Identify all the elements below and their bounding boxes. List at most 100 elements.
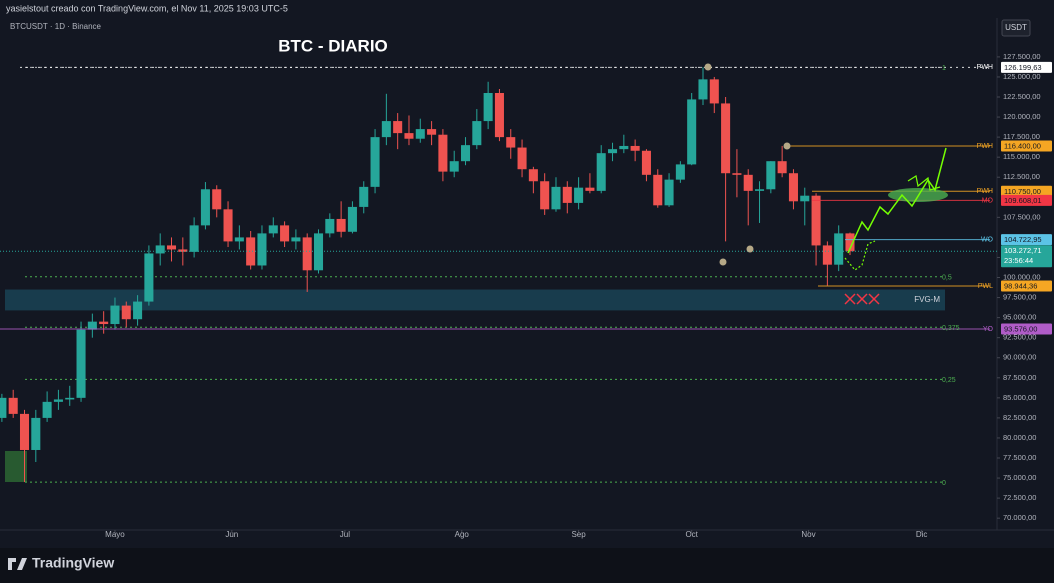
candle-body xyxy=(653,174,663,206)
invalid-mark xyxy=(868,293,880,305)
candle-body xyxy=(664,179,674,206)
y-tick-label: 95.000,00 xyxy=(1003,313,1036,322)
candle-body xyxy=(788,173,798,202)
candle-body xyxy=(472,121,482,146)
candle-body xyxy=(347,206,357,232)
y-tick-label: 117.500,00 xyxy=(1003,132,1040,141)
y-tick-label: 90.000,00 xyxy=(1003,353,1036,362)
candle-body xyxy=(562,186,572,203)
candle-body xyxy=(31,417,41,450)
candle-body xyxy=(155,245,165,254)
candle-body xyxy=(313,233,324,271)
y-tick-label: 82.500,00 xyxy=(1003,413,1036,422)
candle-body xyxy=(144,253,154,302)
y-tick-label: 100.000,00 xyxy=(1003,272,1041,281)
invalid-mark xyxy=(856,293,868,305)
y-tick-label: 122.500,00 xyxy=(1003,92,1041,101)
last-price-label: 103.272,71 xyxy=(1004,246,1042,255)
candle-body xyxy=(540,181,550,210)
level-name: PWH xyxy=(977,188,993,195)
last-price-tag xyxy=(1001,245,1052,268)
projection-arrow xyxy=(844,240,876,271)
price-tag xyxy=(1001,140,1052,152)
candle-body xyxy=(608,149,618,154)
x-tick-label: Mayo xyxy=(105,530,125,539)
level-name: PWH xyxy=(977,143,993,150)
candle-body xyxy=(133,301,143,320)
symbol: BTCUSDT · 1D · Binance xyxy=(10,22,102,31)
candle-body xyxy=(178,249,188,252)
candle-body xyxy=(166,245,177,250)
candle-body xyxy=(415,129,425,139)
fib-label: 1 xyxy=(942,65,946,72)
candle-body xyxy=(65,397,75,400)
y-tick-label: 77.500,00 xyxy=(1003,453,1036,462)
y-tick-label: 120.000,00 xyxy=(1003,112,1041,121)
byline: yasielstout creado con TradingView.com, … xyxy=(6,3,288,13)
candle-body xyxy=(268,225,278,234)
candle-body xyxy=(393,121,403,134)
candle-body xyxy=(257,233,267,266)
y-tick-label: 112.500,00 xyxy=(1003,172,1040,181)
candle-body xyxy=(675,164,685,180)
y-tick-label: 92.500,00 xyxy=(1003,333,1036,342)
footer xyxy=(0,548,1054,583)
candle-body xyxy=(460,145,471,162)
candle-body xyxy=(99,321,109,325)
currency: USDT xyxy=(1005,23,1027,32)
candle-body xyxy=(528,169,538,182)
y-tick-label: 70.000,00 xyxy=(1003,513,1036,522)
x-tick-label: Oct xyxy=(685,530,698,539)
y-tick-label: 75.000,00 xyxy=(1003,473,1036,482)
candle-body xyxy=(834,233,844,265)
candle-body xyxy=(641,150,651,175)
x-tick-label: Nov xyxy=(801,530,815,539)
y-tick-label: 125.000,00 xyxy=(1003,72,1041,81)
candle-body xyxy=(800,195,810,202)
y-tick-label: 80.000,00 xyxy=(1003,433,1036,442)
chart-title: BTC - DIARIO xyxy=(278,36,388,55)
candle-body xyxy=(483,93,493,122)
candle-body xyxy=(302,237,312,271)
candle-body xyxy=(721,103,731,174)
price-tag-label: 110.750,00 xyxy=(1004,187,1041,196)
candle-body xyxy=(291,237,301,242)
candle-body xyxy=(200,189,210,226)
zone-label: FVG-M xyxy=(914,295,940,304)
candle-body xyxy=(336,218,346,232)
price-tag-label: 126.199,63 xyxy=(1004,63,1042,72)
level-name: WO xyxy=(981,236,994,243)
brand: TradingView xyxy=(32,555,114,571)
candle-body xyxy=(76,329,86,398)
candle-body xyxy=(811,195,821,246)
x-tick-label: Jul xyxy=(340,530,350,539)
candle-body xyxy=(743,174,753,191)
x-tick-label: Ago xyxy=(455,530,470,539)
candle-body xyxy=(698,79,708,100)
price-tag xyxy=(1001,61,1052,73)
candle-body xyxy=(574,187,584,203)
price-tag-label: 109.608,01 xyxy=(1004,196,1042,205)
candle-body xyxy=(438,134,448,172)
fib-label: 0,5 xyxy=(942,275,952,282)
level-name: YO xyxy=(983,326,994,333)
level-name: PWH xyxy=(977,64,993,71)
invalid-mark xyxy=(844,293,856,305)
candle-body xyxy=(732,173,742,175)
fib-label: 0,25 xyxy=(942,377,956,384)
candle-body xyxy=(246,237,256,266)
candle-body xyxy=(449,161,459,172)
candle-body xyxy=(596,153,606,191)
price-tag xyxy=(1001,185,1052,197)
candle-body xyxy=(687,99,697,165)
candle-body xyxy=(234,237,244,242)
candle-body xyxy=(845,233,855,252)
y-tick-label: 85.000,00 xyxy=(1003,393,1036,402)
candle-body xyxy=(517,147,527,170)
pivot-dot xyxy=(783,142,791,150)
candle-body xyxy=(370,137,380,187)
candle-body xyxy=(585,187,595,191)
y-tick-label: 127.500,00 xyxy=(1003,52,1041,61)
level-name: PWL xyxy=(978,283,993,290)
